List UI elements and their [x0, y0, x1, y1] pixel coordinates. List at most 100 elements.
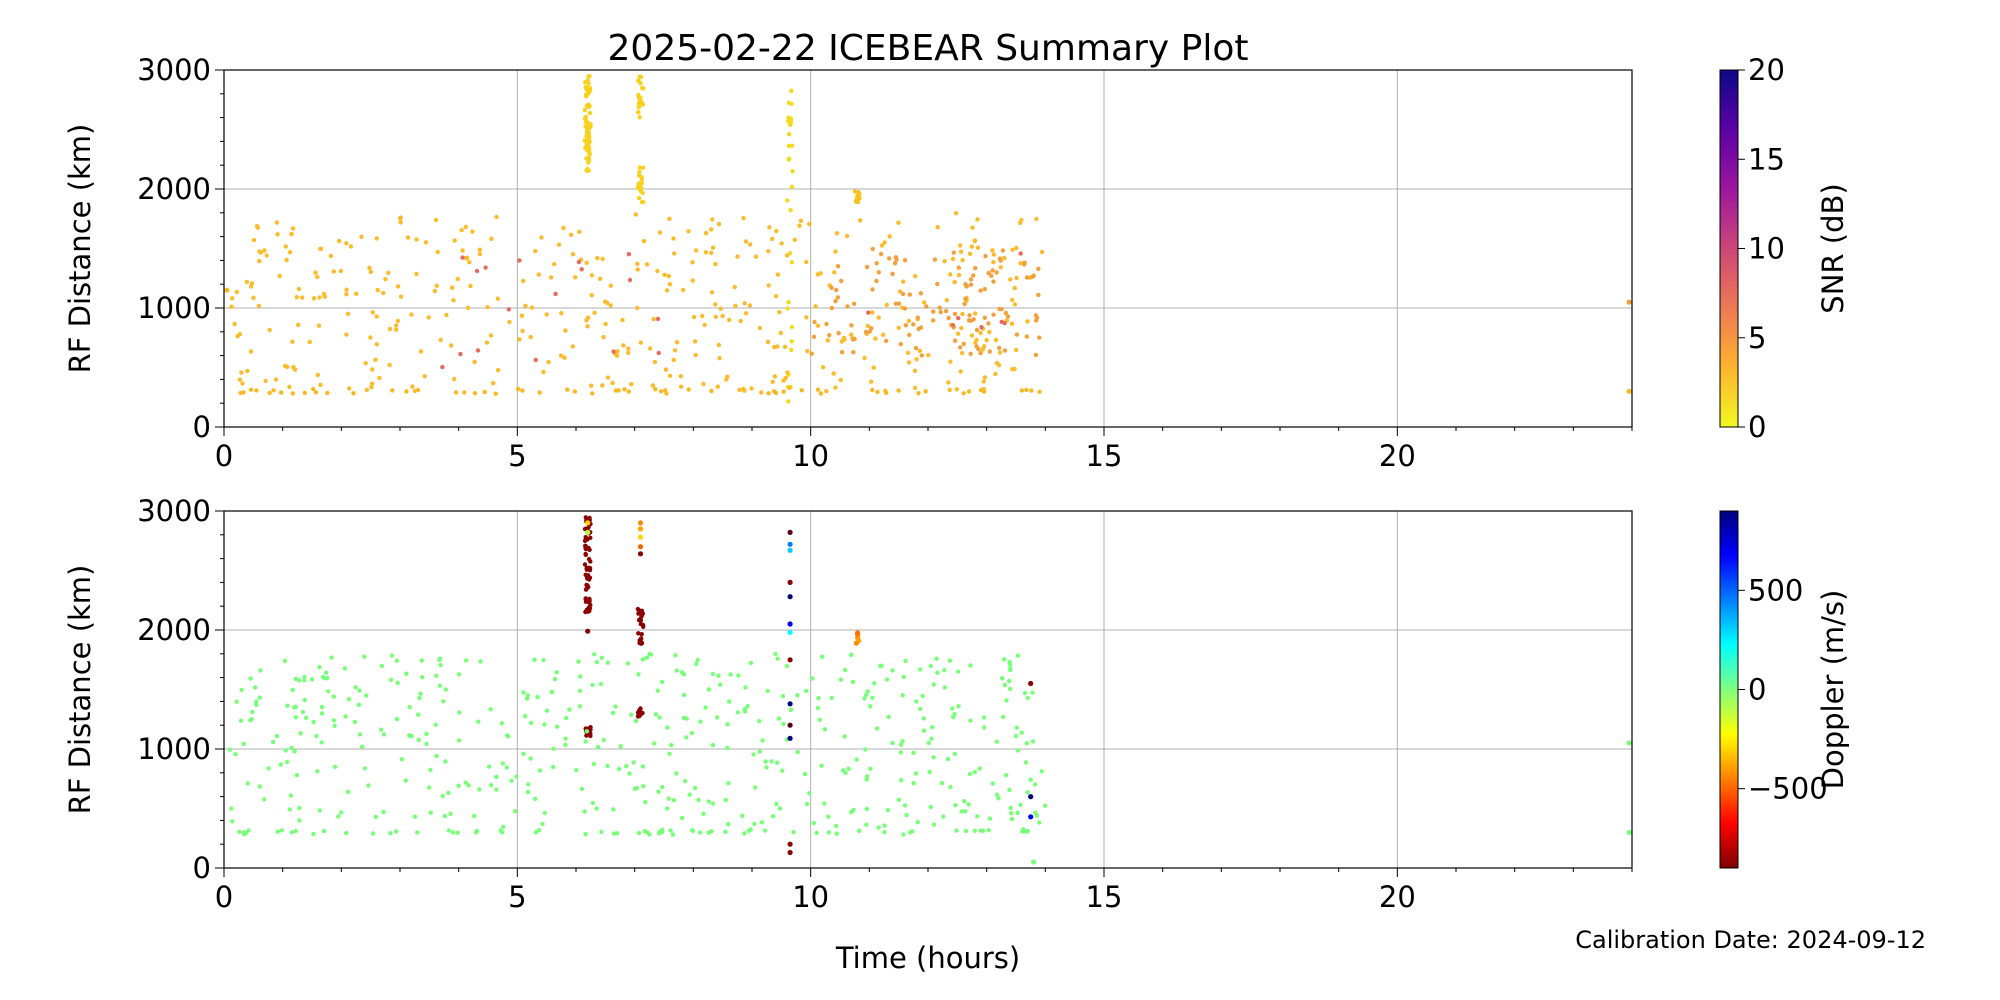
data-point — [710, 217, 715, 222]
data-point — [237, 331, 243, 337]
data-point — [573, 275, 578, 280]
data-point — [326, 689, 331, 694]
data-point — [672, 348, 678, 353]
data-point — [674, 771, 679, 776]
data-point — [554, 670, 559, 675]
data-point — [976, 346, 981, 352]
data-point — [315, 769, 320, 774]
data-point — [896, 388, 901, 393]
data-point — [686, 229, 691, 234]
data-point — [434, 753, 439, 759]
data-point — [249, 281, 255, 286]
data-point — [640, 764, 646, 769]
data-point — [996, 796, 1001, 801]
data-point — [293, 676, 298, 681]
data-point — [753, 785, 758, 790]
data-point — [488, 333, 494, 338]
data-point — [787, 594, 793, 600]
data-point — [433, 722, 438, 727]
data-point — [455, 830, 460, 835]
data-point — [264, 253, 269, 258]
data-point — [1005, 314, 1011, 319]
data-point — [434, 673, 439, 678]
data-point — [760, 738, 765, 743]
data-point — [637, 115, 642, 120]
data-point — [1024, 741, 1030, 746]
data-point — [587, 596, 592, 602]
data-point — [907, 830, 913, 835]
data-point — [528, 720, 534, 726]
data-point — [1014, 275, 1019, 281]
data-point — [536, 828, 542, 833]
data-point — [1022, 262, 1027, 267]
data-point — [232, 321, 237, 327]
data-point — [638, 621, 643, 627]
data-point — [792, 237, 797, 242]
data-point — [635, 267, 640, 272]
data-point — [962, 301, 967, 307]
data-point — [920, 693, 925, 699]
data-point — [943, 308, 949, 314]
data-point — [738, 318, 743, 324]
data-point — [1025, 319, 1030, 324]
data-point — [787, 657, 793, 663]
data-point — [644, 262, 650, 267]
data-point — [1007, 787, 1012, 793]
data-point — [407, 704, 412, 710]
data-point — [452, 238, 457, 243]
data-point — [1028, 794, 1034, 800]
data-point — [602, 299, 608, 304]
data-point — [338, 268, 343, 274]
data-point — [732, 284, 737, 290]
data-point — [262, 797, 267, 802]
y-tick-label: 0 — [193, 410, 211, 444]
data-point — [982, 375, 988, 380]
data-point — [777, 310, 782, 315]
data-point — [912, 385, 918, 391]
data-point — [842, 667, 848, 673]
data-point — [415, 830, 420, 835]
data-point — [952, 279, 957, 285]
data-point — [586, 122, 591, 127]
data-point — [805, 348, 810, 354]
data-point — [926, 740, 931, 746]
data-point — [555, 724, 560, 729]
data-point — [559, 311, 564, 316]
data-point — [972, 238, 977, 243]
data-point — [562, 355, 567, 360]
data-point — [636, 78, 641, 83]
data-point — [377, 375, 382, 381]
data-point — [849, 809, 854, 815]
data-point — [639, 85, 645, 91]
data-point — [975, 814, 980, 819]
data-point — [884, 338, 889, 344]
data-point — [804, 259, 809, 265]
data-point — [667, 751, 672, 756]
data-point — [717, 682, 723, 687]
data-point — [637, 526, 644, 532]
data-point — [588, 727, 593, 732]
data-point — [605, 375, 611, 380]
data-point — [802, 771, 808, 777]
data-point — [652, 741, 657, 746]
data-point — [627, 277, 633, 283]
data-point — [328, 253, 334, 259]
data-point — [709, 290, 715, 295]
data-point — [245, 781, 250, 786]
data-point — [973, 266, 978, 271]
data-point — [417, 695, 422, 701]
data-point — [834, 831, 839, 836]
data-point — [690, 260, 695, 265]
data-point — [766, 283, 771, 288]
data-point — [1014, 347, 1019, 353]
data-point — [1036, 292, 1041, 298]
data-point — [672, 251, 677, 256]
data-point — [1028, 814, 1034, 820]
data-point — [996, 363, 1002, 368]
data-point — [1028, 777, 1033, 782]
data-point — [931, 755, 936, 760]
data-point — [947, 387, 952, 393]
data-point — [817, 717, 822, 722]
data-point — [749, 386, 754, 391]
data-point — [790, 169, 795, 174]
